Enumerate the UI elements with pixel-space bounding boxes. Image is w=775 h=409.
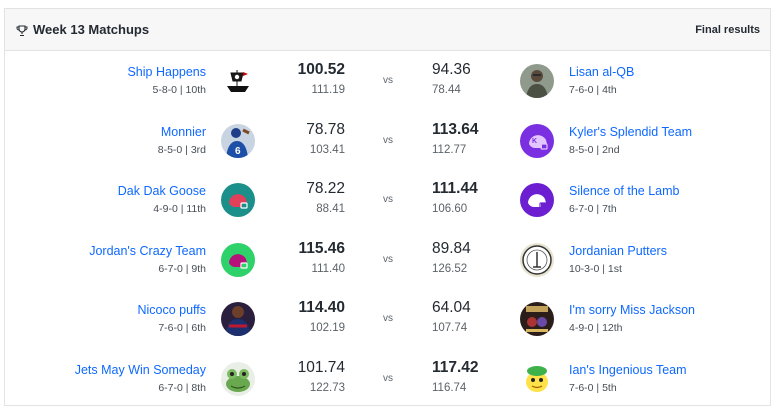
team-name-link[interactable]: Ship Happens — [127, 65, 206, 79]
final-results-label: Final results — [695, 23, 760, 36]
team-name-link[interactable]: Jordan's Crazy Team — [89, 243, 206, 258]
vs-label: vs — [383, 134, 393, 146]
projected-score: 122.73 — [309, 381, 345, 394]
team-avatar[interactable] — [520, 361, 554, 396]
projected-score: 111.40 — [311, 262, 345, 275]
trophy-icon — [16, 24, 28, 36]
team-record: 6-7-0 | 9th — [158, 262, 206, 275]
team-record: 8-5-0 | 2nd — [569, 143, 620, 156]
team-record: 8-5-0 | 3rd — [157, 143, 206, 156]
team-score: 94.36 — [432, 61, 471, 78]
team-score: 100.52 — [297, 61, 345, 78]
team-avatar[interactable] — [221, 361, 255, 396]
team-score: 78.22 — [306, 180, 345, 197]
team-name-link[interactable]: Nicoco puffs — [137, 303, 206, 317]
team-avatar[interactable] — [520, 302, 554, 336]
team-avatar[interactable] — [520, 242, 554, 277]
svg-text:6: 6 — [235, 146, 241, 157]
matchup-row: Dak Dak Goose 4-9-0 | 11th 78.22 88.41 Silen… — [5, 170, 770, 230]
team-record: 6-7-0 | 8th — [158, 381, 206, 394]
matchup-row: Monnier 8-5-0 | 3rd 6 78.78 103.41 Kyler's Sp… — [5, 111, 770, 171]
matchup-list: Ship Happens 5-8-0 | 10th 100.52 111.19 Lisa… — [5, 51, 770, 408]
page-title: Week 13 Matchups — [33, 22, 150, 37]
projected-score: 111.19 — [311, 84, 345, 96]
team-avatar[interactable] — [221, 302, 255, 336]
matchup-row: Jets May Win Someday 6-7-0 | 8th 101.74 122… — [5, 349, 770, 409]
vs-label: vs — [383, 253, 393, 265]
team-score: 78.78 — [306, 120, 345, 138]
team-name-link[interactable]: Jordanian Putters — [569, 243, 667, 258]
team-record: 4-9-0 | 12th — [569, 322, 623, 334]
team-score: 113.64 — [432, 120, 479, 138]
projected-score: 102.19 — [309, 322, 345, 334]
team-record: 4-9-0 | 11th — [153, 203, 206, 215]
projected-score: 78.44 — [432, 84, 461, 96]
team-name-link[interactable]: Silence of the Lamb — [569, 184, 680, 198]
matchups-card: Week 13 Matchups Final results Ship Happ… — [4, 8, 771, 406]
team-record: 7-6-0 | 6th — [158, 322, 206, 334]
team-score: 89.84 — [432, 239, 471, 257]
header-title-group: Week 13 Matchups — [16, 22, 149, 37]
team-score: 64.04 — [432, 299, 471, 316]
team-score: 114.40 — [298, 299, 345, 316]
team-avatar[interactable]: K — [520, 123, 554, 158]
team-avatar[interactable] — [520, 64, 554, 98]
team-avatar[interactable] — [221, 183, 255, 217]
vs-label: vs — [383, 75, 393, 86]
team-record: 10-3-0 | 1st — [569, 262, 622, 275]
team-score: 115.46 — [298, 239, 345, 257]
vs-label: vs — [383, 313, 393, 324]
team-avatar[interactable] — [520, 183, 554, 217]
team-name-link[interactable]: Lisan al-QB — [569, 65, 635, 79]
vs-label: vs — [383, 194, 393, 205]
matchup-row: Jordan's Crazy Team 6-7-0 | 9th 115.46 111.… — [5, 230, 770, 290]
team-score: 111.44 — [432, 180, 478, 197]
matchup-row: Nicoco puffs 7-6-0 | 6th 114.40 102.19 I'm s… — [5, 289, 770, 349]
team-record: 7-6-0 | 4th — [569, 84, 617, 96]
projected-score: 106.60 — [432, 203, 468, 215]
matchups-header: Week 13 Matchups Final results — [5, 9, 770, 51]
projected-score: 116.74 — [432, 381, 467, 394]
team-avatar[interactable] — [221, 64, 255, 98]
team-name-link[interactable]: Jets May Win Someday — [74, 362, 206, 377]
team-name-link[interactable]: Dak Dak Goose — [117, 184, 206, 198]
projected-score: 88.41 — [316, 203, 345, 215]
team-score: 101.74 — [297, 358, 345, 376]
projected-score: 107.74 — [432, 322, 468, 334]
team-name-link[interactable]: Kyler's Splendid Team — [569, 124, 693, 139]
projected-score: 126.52 — [432, 262, 468, 275]
team-score: 117.42 — [432, 358, 479, 376]
team-record: 7-6-0 | 5th — [569, 381, 617, 394]
team-name-link[interactable]: Ian's Ingenious Team — [569, 362, 687, 377]
team-avatar[interactable] — [221, 242, 255, 277]
team-name-link[interactable]: Monnier — [160, 124, 206, 139]
team-name-link[interactable]: I'm sorry Miss Jackson — [569, 303, 696, 317]
svg-text:K: K — [532, 138, 537, 145]
vs-label: vs — [383, 372, 393, 384]
team-record: 6-7-0 | 7th — [569, 203, 617, 215]
team-record: 5-8-0 | 10th — [152, 84, 206, 96]
projected-score: 103.41 — [309, 143, 345, 156]
matchup-row: Ship Happens 5-8-0 | 10th 100.52 111.19 Lisa… — [5, 51, 770, 111]
team-avatar[interactable]: 6 — [221, 123, 255, 158]
projected-score: 112.77 — [432, 143, 467, 156]
